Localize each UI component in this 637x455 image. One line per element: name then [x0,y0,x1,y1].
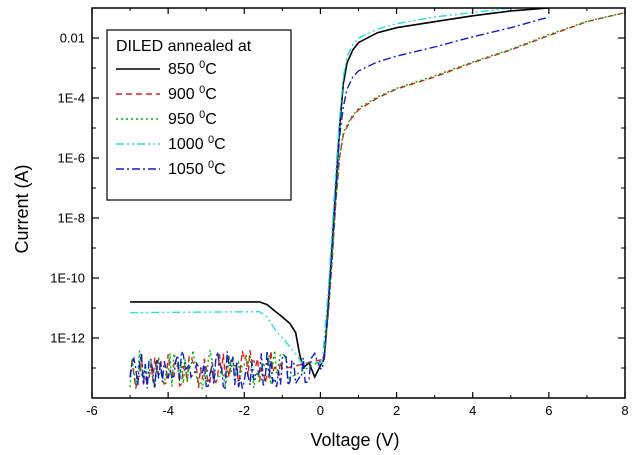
legend: DILED annealed at 850 0C 900 0C 950 0C 1000 … [106,29,292,201]
legend-label-850: 850 0C [168,59,217,78]
x-tick-label: 0 [317,403,324,418]
legend-box [106,29,292,201]
legend-label-1000: 1000 0C [168,134,226,153]
legend-label-950: 950 0C [168,109,217,128]
y-tick-label: 1E-10 [50,271,85,286]
y-tick-label: 1E-8 [58,211,85,226]
plot-area [129,8,625,390]
y-axis: 1E-12 1E-10 1E-8 1E-6 1E-4 0.01 [50,7,625,399]
x-axis: -6 -4 -2 0 2 4 6 8 [86,8,629,418]
series-line-1050 [129,16,550,390]
x-tick-label: -4 [162,403,174,418]
x-tick-label: -2 [239,403,251,418]
series-line-1000 [130,8,511,364]
y-tick-label: 1E-4 [58,91,85,106]
x-tick-label: 4 [469,403,476,418]
y-axis-label: Current (A) [12,164,32,253]
x-tick-label: 6 [545,403,552,418]
x-tick-label: -6 [86,403,98,418]
legend-title: DILED annealed at [116,38,252,55]
legend-label-900: 900 0C [168,84,217,103]
y-tick-label: 1E-6 [58,151,85,166]
x-tick-label: 8 [621,403,628,418]
series-line-950 [129,11,625,390]
series-group [129,8,625,390]
y-tick-label: 1E-12 [50,331,85,346]
x-tick-label: 2 [393,403,400,418]
x-axis-label: Voltage (V) [310,430,399,450]
legend-label-1050: 1050 0C [168,159,226,178]
y-tick-label: 0.01 [60,31,85,46]
